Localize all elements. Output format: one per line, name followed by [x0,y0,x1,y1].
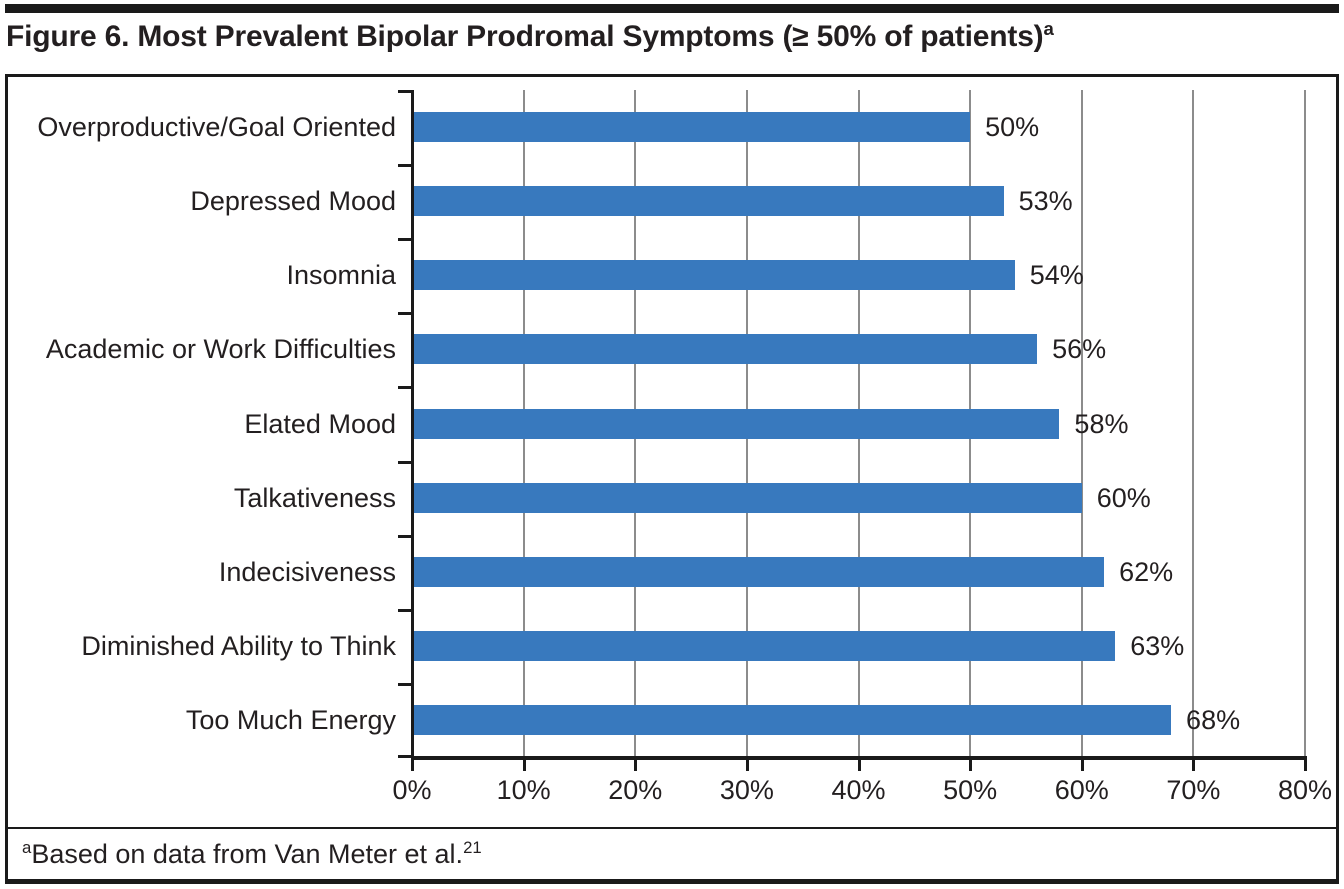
bar [414,260,1015,291]
figure-title-superscript: a [1043,18,1054,39]
bar [414,408,1060,439]
x-tick [1304,760,1307,771]
y-tick [398,238,412,242]
x-tick-label: 0% [392,775,432,805]
gridline [1304,90,1306,757]
footnote-superscript: a [22,837,32,857]
figure-title-text: Figure 6. Most Prevalent Bipolar Prodrom… [6,20,1044,53]
x-tick-label: 60% [1054,775,1109,805]
x-tick [745,760,749,771]
bar-value-label: 58% [1074,408,1129,439]
bar [414,556,1105,587]
y-tick [398,460,412,464]
gridline [1192,90,1195,757]
x-tick [411,760,414,771]
x-tick-label: 50% [943,775,998,805]
footnote: aBased on data from Van Meter et al.21 [8,827,1336,879]
x-tick-label: 80% [1277,775,1333,805]
category-label: Indecisiveness [218,556,396,587]
bar [414,112,971,143]
x-tick [857,760,861,771]
x-tick [634,760,638,771]
bar-value-label: 60% [1096,482,1151,513]
y-tick [398,608,412,612]
bar-value-label: 63% [1130,630,1185,661]
y-tick [398,312,412,316]
x-tick-label: 70% [1166,775,1221,805]
y-axis-line [411,90,414,760]
bar [414,704,1172,735]
footnote-text: aBased on data from Van Meter et al.21 [22,839,482,870]
top-rule-divider [5,4,1339,13]
y-tick [398,682,412,686]
category-label: Overproductive/Goal Oriented [37,112,396,143]
x-tick [1192,760,1196,771]
category-label: Insomnia [286,260,396,291]
category-label: Depressed Mood [190,186,396,217]
y-tick [398,386,412,390]
category-label: Talkativeness [233,482,396,513]
category-label: Academic or Work Difficulties [45,334,396,365]
y-tick [398,534,412,538]
x-tick-label: 10% [496,775,551,805]
footnote-reference: 21 [463,837,482,857]
category-label: Diminished Ability to Think [81,630,396,661]
x-tick [969,760,973,771]
x-tick [1080,760,1084,771]
bar [414,630,1116,661]
figure-title: Figure 6. Most Prevalent Bipolar Prodrom… [6,18,1054,54]
bar-value-label: 62% [1119,556,1174,587]
x-tick [522,760,526,771]
bar-value-label: 54% [1029,260,1084,291]
bar-value-label: 68% [1186,704,1241,735]
bar-value-label: 56% [1052,334,1107,365]
x-axis-line [411,756,1307,760]
x-tick-label: 20% [608,775,663,805]
category-label: Too Much Energy [185,704,396,735]
x-tick-label: 30% [719,775,774,805]
y-tick [398,164,412,168]
bar [414,482,1082,513]
chart-frame: aBased on data from Van Meter et al.21 [5,74,1339,884]
bar [414,186,1004,217]
category-label: Elated Mood [244,408,396,439]
plot-area: Overproductive/Goal Oriented 50% Depressed… [37,90,1332,805]
bar [414,334,1038,365]
y-tick [398,90,412,93]
footnote-body: Based on data from Van Meter et al. [31,838,464,869]
bar-value-label: 50% [985,112,1040,143]
x-tick-label: 40% [831,775,886,805]
bar-value-label: 53% [1018,186,1073,217]
gridline [1080,90,1083,757]
y-tick [398,755,412,758]
